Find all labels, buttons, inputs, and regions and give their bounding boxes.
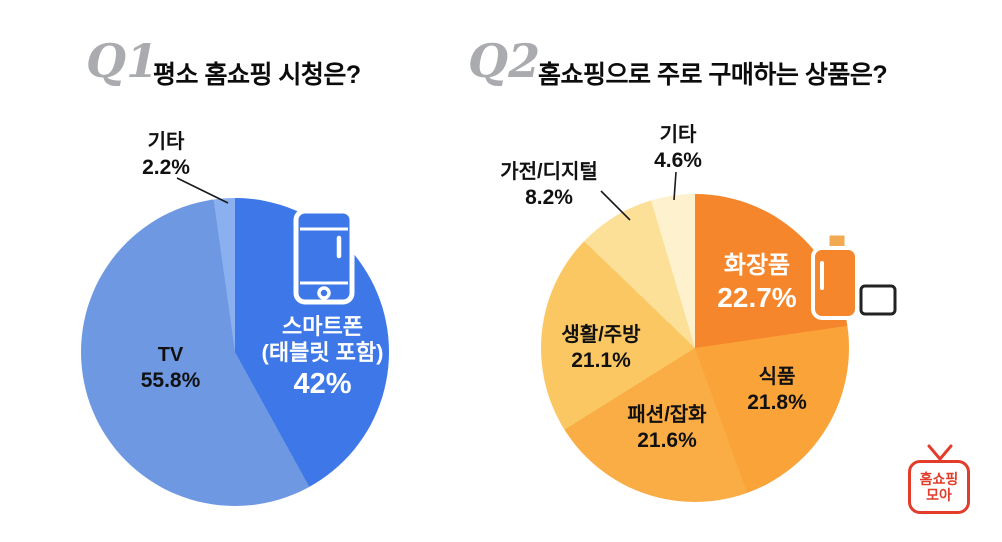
q2-pie-chart [541, 194, 849, 502]
q1-marker: Q1 [86, 34, 159, 88]
q2-food-pct: 21.8% [747, 390, 807, 414]
brand-logo: 홈쇼핑 모아 [908, 444, 972, 514]
q2-label-cosmetics: 화장품 22.7% [694, 251, 820, 315]
q2-living-name: 생활/주방 [561, 324, 641, 346]
q2-food-name: 식품 [758, 366, 796, 388]
q2-cosmetics-pct: 22.7% [717, 282, 797, 313]
q2-label-electronics: 가전/디지털 8.2% [487, 161, 611, 210]
cosmetics-icon [811, 232, 897, 320]
logo-text-line1: 홈쇼핑 [919, 470, 959, 487]
q2-marker: Q2 [468, 34, 541, 88]
q2-fashion-pct: 21.6% [637, 428, 697, 452]
q1-title: 평소 홈쇼핑 시청은? [153, 61, 361, 89]
q2-fashion-name: 패션/잡화 [627, 404, 707, 426]
q2-label-fashion: 패션/잡화 21.6% [594, 404, 740, 453]
q1-tv-pct: 55.8% [140, 368, 201, 392]
q1-label-etc: 기타 2.2% [121, 131, 211, 180]
q2-electronics-pct: 8.2% [525, 185, 573, 209]
q2-etc-pct: 4.6% [654, 148, 702, 172]
q2-label-etc: 기타 4.6% [633, 124, 723, 173]
q2-etc-name: 기타 [659, 124, 697, 146]
q1-smartphone-name: 스마트폰 [282, 314, 363, 339]
smartphone-icon [293, 208, 355, 305]
q1-etc-name: 기타 [147, 131, 185, 153]
q1-label-tv: TV 55.8% [118, 344, 223, 393]
q2-living-pct: 21.1% [571, 348, 631, 372]
q2-cosmetics-name: 화장품 [723, 252, 791, 279]
logo-text-line2: 모아 [926, 487, 952, 503]
q2-label-food: 식품 21.8% [727, 366, 827, 415]
q1-label-smartphone: 스마트폰 (태블릿 포함) 42% [240, 314, 405, 402]
q1-tv-name: TV [157, 344, 184, 366]
antenna-icon [927, 444, 953, 460]
q1-smartphone-sub: (태블릿 포함) [261, 340, 384, 366]
q2-label-living: 생활/주방 21.1% [528, 324, 674, 373]
q1-smartphone-pct: 42% [293, 367, 352, 400]
q2-title: 홈쇼핑으로 주로 구매하는 상품은? [538, 61, 888, 89]
logo-tv-icon: 홈쇼핑 모아 [908, 460, 970, 514]
q2-electronics-name: 가전/디지털 [500, 161, 598, 183]
q1-etc-pct: 2.2% [142, 155, 190, 179]
